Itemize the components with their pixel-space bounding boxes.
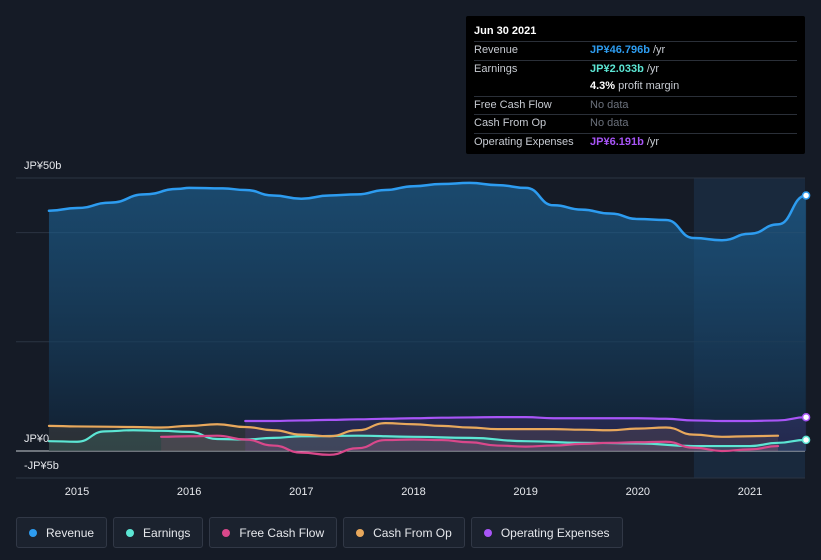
y-tick-label-top: JP¥50b	[24, 160, 62, 172]
legend-dot-icon	[483, 528, 492, 537]
free-cash-flow-line	[160, 434, 780, 456]
legend-dot-icon	[356, 528, 365, 537]
tooltip-unit: /yr	[652, 44, 666, 56]
free-cash-flow-area	[161, 435, 779, 455]
tooltip-value: 4.3%	[590, 80, 616, 92]
legend-dot-icon	[126, 528, 135, 537]
tooltip-label: Operating Expenses	[474, 135, 574, 148]
y-tick-label-zero: JP¥0	[24, 433, 50, 445]
tooltip-label: Free Cash Flow	[474, 98, 552, 111]
tooltip-label	[474, 78, 590, 96]
x-tick-label: 2021	[738, 486, 762, 498]
tooltip-label: Revenue	[474, 44, 519, 56]
tooltip-row-cfo: Cash From Op No data	[474, 114, 797, 133]
earnings-end-point	[801, 435, 811, 445]
tooltip-value: JP¥6.191b	[590, 135, 644, 148]
x-tick-label: 2015	[65, 486, 89, 498]
legend-item-free-cash-flow[interactable]: Free Cash Flow	[209, 517, 338, 548]
legend-item-cash-from-op[interactable]: Cash From Op	[343, 517, 465, 548]
legend-label: Operating Expenses	[500, 525, 610, 540]
operating-expenses-line	[244, 416, 808, 423]
legend-item-revenue[interactable]: Revenue	[16, 517, 108, 548]
chart-legend: Revenue Earnings Free Cash Flow Cash Fro…	[16, 517, 623, 550]
legend-label: Earnings	[143, 525, 191, 540]
tooltip-row-margin: 4.3% profit margin	[474, 78, 797, 96]
operating-expenses-end-point	[801, 412, 811, 422]
x-tick-label: 2020	[626, 486, 650, 498]
tooltip-value: No data	[590, 117, 629, 129]
tooltip-value: No data	[590, 98, 629, 111]
legend-label: Revenue	[46, 525, 95, 540]
legend-item-operating-expenses[interactable]: Operating Expenses	[470, 517, 623, 548]
legend-label: Cash From Op	[373, 525, 452, 540]
cash-from-op-line	[47, 422, 780, 438]
revenue-area	[48, 182, 807, 451]
legend-dot-icon	[29, 528, 37, 537]
revenue-line	[47, 181, 808, 242]
tooltip-value: JP¥46.796b	[590, 44, 650, 56]
x-tick-label: 2016	[177, 486, 201, 498]
tooltip-row-fcf: Free Cash Flow No data	[474, 95, 797, 115]
x-tick-label: 2019	[513, 486, 537, 498]
tooltip-date: Jun 30 2021	[474, 25, 537, 37]
tooltip-label: Cash From Op	[474, 117, 547, 129]
tooltip-unit: profit margin	[618, 80, 680, 92]
legend-item-earnings[interactable]: Earnings	[113, 517, 204, 548]
tooltip-row-earnings: Earnings JP¥2.033b /yr	[474, 59, 797, 79]
tooltip-row-revenue: Revenue JP¥46.796b /yr	[474, 41, 797, 60]
y-tick-label-bottom: -JP¥5b	[24, 460, 59, 472]
tooltip-label: Earnings	[474, 62, 518, 75]
legend-label: Free Cash Flow	[239, 525, 325, 540]
x-tick-label: 2018	[401, 486, 425, 498]
legend-dot-icon	[222, 528, 231, 537]
tooltip-value: JP¥2.033b	[590, 62, 644, 75]
tooltip-unit: /yr	[646, 135, 660, 148]
tooltip-row-opex: Operating Expenses JP¥6.191b /yr	[474, 132, 797, 152]
tooltip-unit: /yr	[646, 62, 660, 75]
x-tick-label: 2017	[289, 486, 313, 498]
data-tooltip: Jun 30 2021 Revenue JP¥46.796b /yr Earni…	[466, 16, 805, 154]
revenue-end-point	[801, 191, 811, 200]
